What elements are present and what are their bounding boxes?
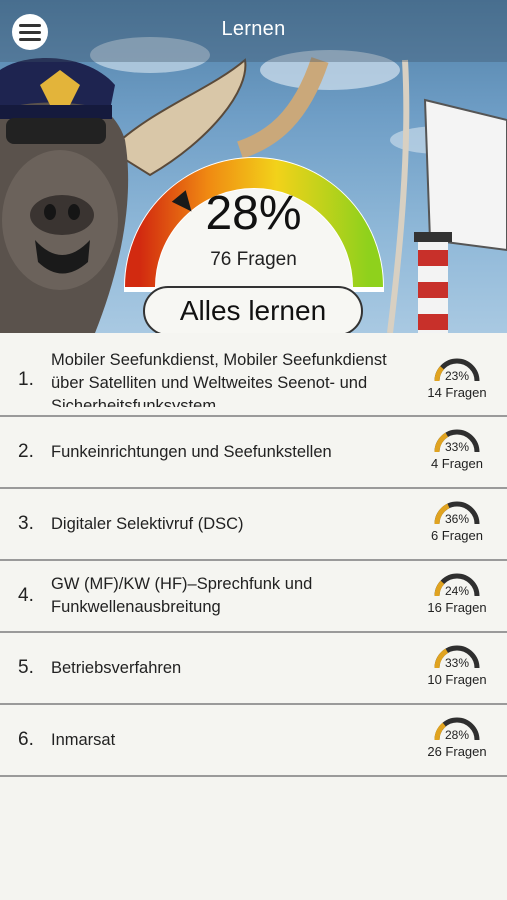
topic-percent: 28% bbox=[444, 728, 470, 742]
topic-number: 1. bbox=[18, 369, 34, 390]
topic-row-2[interactable]: 2. Funkeinrichtungen und Seefunkstellen … bbox=[0, 417, 507, 489]
topic-percent: 36% bbox=[444, 512, 470, 526]
overall-progress-gauge bbox=[124, 157, 384, 292]
topic-progress: 33% 10 Fragen bbox=[427, 643, 487, 687]
topic-label: GW (MF)/KW (HF)–Sprechfunk und Funkwelle… bbox=[51, 575, 313, 616]
topic-question-count: 26 Fragen bbox=[427, 744, 487, 759]
overall-percent: 28% bbox=[205, 187, 302, 240]
topic-progress: 24% 16 Fragen bbox=[427, 571, 487, 615]
overall-question-count: 76 Fragen bbox=[210, 249, 297, 270]
topic-question-count: 16 Fragen bbox=[427, 600, 487, 615]
topic-progress: 28% 26 Fragen bbox=[427, 715, 487, 759]
topic-percent: 24% bbox=[444, 584, 470, 598]
hero-illustration bbox=[0, 37, 507, 333]
topic-row-4[interactable]: 4. GW (MF)/KW (HF)–Sprechfunk und Funkwe… bbox=[0, 561, 507, 633]
topic-number: 4. bbox=[18, 585, 34, 606]
gauge-needle bbox=[171, 190, 192, 212]
mini-progress-gauge bbox=[434, 645, 480, 669]
mini-gauge-fill bbox=[434, 722, 446, 741]
mini-progress-gauge bbox=[434, 429, 480, 453]
top-app-bar bbox=[0, 0, 507, 62]
topic-number: 2. bbox=[18, 441, 34, 462]
mini-progress-gauge bbox=[434, 358, 480, 382]
mini-gauge-fill bbox=[434, 432, 449, 453]
topic-question-count: 10 Fragen bbox=[427, 672, 487, 687]
topic-row-1[interactable]: 1. Mobiler Seefunkdienst, Mobiler Seefun… bbox=[0, 333, 507, 417]
mini-gauge-fill bbox=[434, 366, 445, 382]
topic-label: Inmarsat bbox=[51, 730, 116, 749]
mini-gauge-fill bbox=[434, 580, 445, 597]
topic-label: Mobiler Seefunkdienst, Mobiler Seefunkdi… bbox=[51, 351, 387, 407]
topic-number: 3. bbox=[18, 513, 34, 534]
topic-question-count: 14 Fragen bbox=[427, 385, 487, 400]
mini-progress-gauge bbox=[434, 501, 480, 525]
topic-number: 6. bbox=[18, 729, 34, 750]
topic-percent: 23% bbox=[444, 369, 470, 383]
topic-question-count: 4 Fragen bbox=[430, 456, 484, 471]
topic-list: 1. Mobiler Seefunkdienst, Mobiler Seefun… bbox=[0, 333, 507, 777]
hero-banner: Lernen 28% 76 Fragen Alles lernen bbox=[0, 0, 507, 333]
topic-question-count: 6 Fragen bbox=[430, 528, 484, 543]
topic-label: Digitaler Selektivruf (DSC) bbox=[51, 514, 244, 533]
topic-progress: 36% 6 Fragen bbox=[427, 499, 487, 543]
hamburger-menu-icon[interactable] bbox=[12, 14, 48, 50]
topic-percent: 33% bbox=[444, 656, 470, 670]
topic-label: Funkeinrichtungen und Seefunkstellen bbox=[51, 442, 332, 461]
page-title: Lernen bbox=[221, 18, 286, 40]
topic-row-3[interactable]: 3. Digitaler Selektivruf (DSC) 36% 6 Fra… bbox=[0, 489, 507, 561]
mini-progress-gauge bbox=[434, 573, 480, 597]
mini-progress-gauge bbox=[434, 717, 480, 741]
topic-number: 5. bbox=[18, 657, 34, 678]
learn-all-button[interactable]: Alles lernen bbox=[143, 286, 363, 333]
topic-percent: 33% bbox=[444, 440, 470, 454]
topic-row-5[interactable]: 5. Betriebsverfahren 33% 10 Fragen bbox=[0, 633, 507, 705]
topic-row-6[interactable]: 6. Inmarsat 28% 26 Fragen bbox=[0, 705, 507, 777]
topic-label: Betriebsverfahren bbox=[51, 658, 182, 677]
topic-progress: 23% 14 Fragen bbox=[427, 356, 487, 400]
mini-gauge-fill bbox=[434, 648, 449, 669]
mini-gauge-fill bbox=[434, 503, 450, 525]
topic-progress: 33% 4 Fragen bbox=[427, 427, 487, 471]
